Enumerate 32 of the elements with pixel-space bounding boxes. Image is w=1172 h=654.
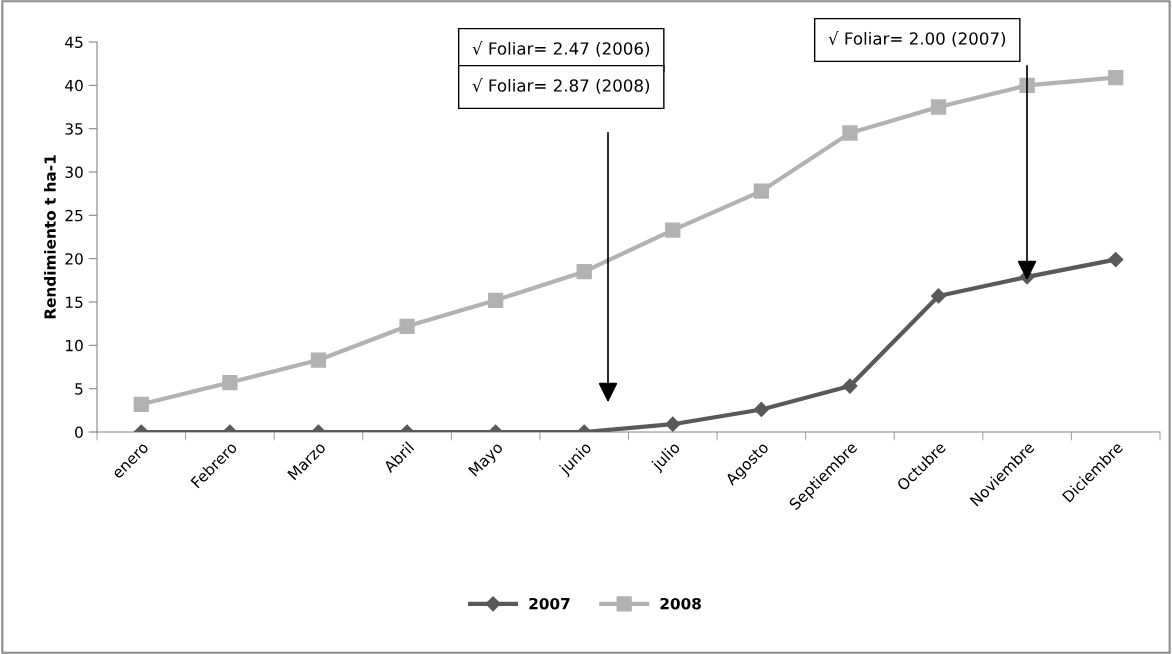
annotation: √ Foliar= 2.87 (2008) <box>472 78 650 94</box>
point <box>576 264 592 280</box>
y-tick-label: 5 <box>75 383 83 395</box>
y-tick-label: 40 <box>65 79 83 92</box>
point <box>399 318 415 334</box>
point <box>930 99 947 115</box>
point <box>930 288 947 304</box>
point <box>1108 69 1124 86</box>
point <box>842 378 858 394</box>
y-tick-label: 45 <box>65 36 83 49</box>
y-axis-title: Rendimiento t ha-1 <box>44 155 56 319</box>
point <box>222 374 238 391</box>
y-tick-label: 15 <box>66 296 83 309</box>
y-tick-label: 0 <box>75 426 83 439</box>
point <box>487 292 504 308</box>
point <box>1108 251 1124 268</box>
y-tick-label: 20 <box>65 253 83 265</box>
point <box>665 222 681 238</box>
legend-label: 2008 <box>660 597 701 610</box>
point <box>753 183 770 199</box>
point <box>753 401 769 418</box>
y-tick-label: 30 <box>65 166 83 179</box>
point <box>310 352 327 368</box>
y-tick-label: 10 <box>66 339 83 352</box>
legend-label: 2007 <box>529 597 570 610</box>
point <box>842 125 858 141</box>
y-tick-label: 25 <box>65 209 83 222</box>
annotation: √ Foliar= 2.47 (2006) <box>472 41 650 57</box>
y-tick-label: 35 <box>65 123 83 135</box>
point <box>133 396 149 412</box>
point <box>665 416 681 432</box>
annotation: √ Foliar= 2.00 (2007) <box>828 31 1006 47</box>
